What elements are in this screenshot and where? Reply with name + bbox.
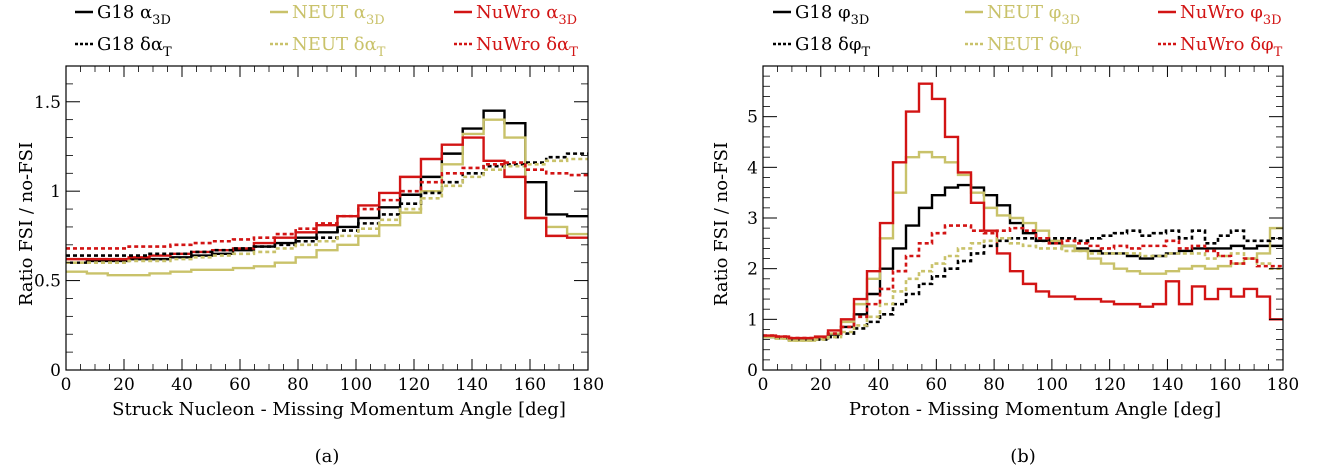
- x-tick-label: 80: [983, 375, 1005, 395]
- series-line-nuwro-dashed: [66, 161, 588, 250]
- panel-b: 0 20 40 60 80 100 120 140 160 180 0 1 2 3 4 5 Proton - M…: [711, 2, 1299, 467]
- y-tick-label: 0.5: [34, 272, 61, 292]
- x-tick-label: 180: [572, 375, 604, 395]
- x-axis-label: Struck Nucleon - Missing Momentum Angle …: [112, 399, 566, 420]
- y-tick-label: 1.5: [34, 93, 61, 113]
- x-tick-label: 20: [810, 375, 832, 395]
- y-tick-label: 2: [747, 260, 758, 280]
- panel-caption: (b): [1010, 446, 1036, 467]
- x-tick-label: 80: [287, 375, 309, 395]
- x-tick-label: 180: [1267, 375, 1299, 395]
- series-line-neut-dashed: [66, 157, 588, 265]
- legend-entry: NEUT α3D: [292, 2, 385, 28]
- y-tick-label: 1: [747, 310, 758, 330]
- x-tick-label: 160: [1209, 375, 1241, 395]
- y-tick-label: 5: [747, 108, 758, 128]
- legend-entry: G18 δφT: [795, 34, 870, 60]
- x-tick-label: 40: [171, 375, 193, 395]
- legend-entry: G18 δαT: [97, 34, 172, 60]
- x-axis-label: Proton - Missing Momentum Angle [deg]: [849, 399, 1221, 420]
- x-tick-label: 0: [758, 375, 769, 395]
- legend-entry: G18 α3D: [97, 2, 171, 28]
- series-line-g18-solid: [763, 183, 1283, 341]
- legend-entry: NuWro δαT: [476, 34, 578, 60]
- y-axis-label: Ratio FSI / no-FSI: [16, 142, 37, 306]
- x-tick-label: 40: [868, 375, 890, 395]
- legend-entry: NEUT δαT: [292, 34, 386, 60]
- x-tick-label: 160: [514, 375, 546, 395]
- x-tick-label: 120: [398, 375, 430, 395]
- legend-entry: NuWro α3D: [476, 2, 577, 28]
- x-tick-label: 60: [229, 375, 251, 395]
- legend-entry: NuWro δφT: [1180, 34, 1283, 60]
- series-line-nuwro-solid: [763, 82, 1283, 340]
- x-tick-label: 140: [456, 375, 488, 395]
- series-line-neut-dashed: [763, 236, 1283, 342]
- y-axis-label: Ratio FSI / no-FSI: [711, 142, 732, 306]
- x-tick-label: 120: [1093, 375, 1125, 395]
- y-tick-label: 0: [747, 361, 758, 381]
- x-tick-label: 100: [1036, 375, 1068, 395]
- series-line-neut-solid: [66, 118, 588, 277]
- plot-frame: [65, 65, 589, 371]
- series-line-nuwro-dashed: [763, 224, 1283, 340]
- legend-entry: NEUT φ3D: [987, 2, 1080, 28]
- y-tick-label: 4: [747, 158, 758, 178]
- panel-caption: (a): [315, 446, 340, 467]
- legend-entry: NEUT δφT: [987, 34, 1081, 60]
- y-tick-label: 1: [50, 182, 61, 202]
- legend-entry: G18 φ3D: [795, 2, 869, 28]
- x-tick-label: 140: [1151, 375, 1183, 395]
- series-line-g18-solid: [66, 109, 588, 264]
- x-tick-label: 0: [61, 375, 72, 395]
- y-tick-label: 3: [747, 209, 758, 229]
- x-tick-label: 60: [926, 375, 948, 395]
- legend-entry: NuWro φ3D: [1180, 2, 1282, 28]
- y-tick-label: 0: [50, 361, 61, 381]
- panel-a: 0 20 40 60 80 100 120 140 160 180 0 0.5 1 1.5 Struck N…: [16, 2, 604, 467]
- x-tick-label: 20: [113, 375, 135, 395]
- x-tick-label: 100: [340, 375, 372, 395]
